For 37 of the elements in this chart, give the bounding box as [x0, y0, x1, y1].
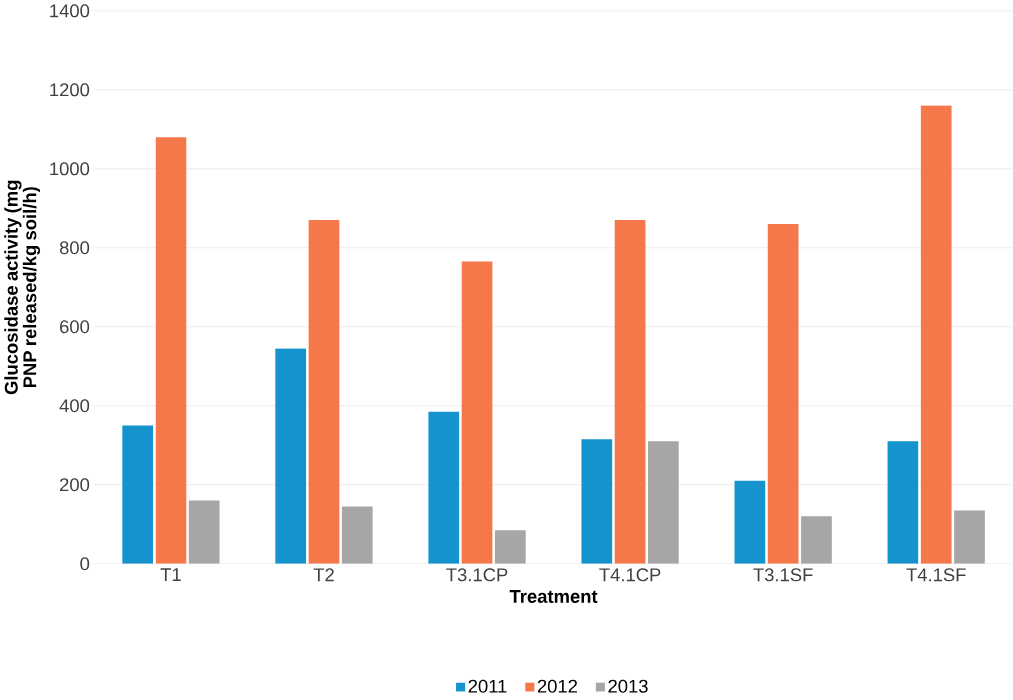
y-tick-label: 400	[59, 399, 90, 413]
y-tick-label: 600	[60, 320, 90, 334]
legend-label: 2011	[468, 679, 507, 693]
bar	[308, 220, 340, 564]
y-tick-label: 200	[60, 478, 90, 492]
bar	[920, 105, 952, 564]
x-axis-title: Treatment	[509, 590, 598, 604]
bar	[494, 530, 526, 564]
legend-label: 2012	[537, 679, 577, 693]
bar	[954, 510, 985, 564]
y-tick-label: 800	[59, 241, 90, 255]
y-tick-label: 1000	[50, 162, 90, 176]
bar	[887, 441, 919, 564]
bar	[122, 425, 153, 564]
x-tick-label: T2	[313, 568, 334, 582]
x-tick-label: T4.1SF	[906, 568, 966, 582]
bar	[275, 348, 307, 564]
bar	[648, 441, 679, 564]
bar	[341, 506, 373, 564]
y-axis-title: Glucosidase activity (mg PNP released/kg soil/h)	[4, 180, 41, 395]
bar	[801, 516, 832, 564]
y-tick-label: 1400	[50, 4, 90, 18]
legend-label: 2013	[608, 679, 648, 693]
bar	[734, 480, 766, 564]
bar	[461, 261, 493, 564]
x-tick-label: T1	[160, 568, 181, 582]
bar	[428, 411, 460, 564]
bar	[614, 220, 646, 564]
bar	[188, 500, 220, 564]
y-tick-label: 0	[80, 557, 90, 571]
y-tick-label: 1200	[50, 83, 90, 97]
bar	[581, 439, 613, 564]
bar	[767, 224, 799, 564]
x-tick-label: T4.1CP	[599, 568, 661, 582]
bar	[155, 137, 187, 564]
x-tick-label: T3.1CP	[446, 568, 508, 582]
x-tick-label: T3.1SF	[753, 568, 813, 582]
